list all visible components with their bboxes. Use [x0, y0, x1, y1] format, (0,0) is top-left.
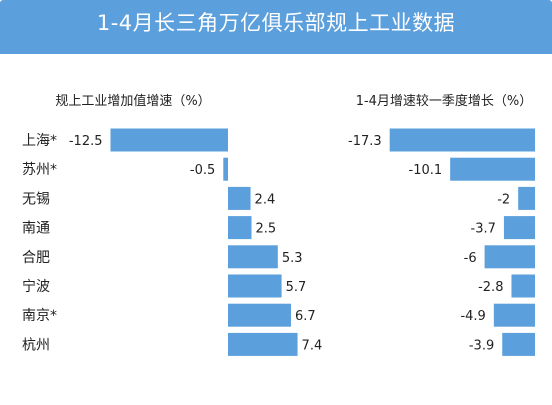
- right-bar: [484, 245, 535, 269]
- right-value-label: -4.9: [460, 309, 485, 324]
- right-value-label: -2.8: [478, 280, 503, 295]
- left-bar: [228, 274, 282, 298]
- bar-charts: 规上工业增加值增速（%） 1-4月增速较一季度增长（%） 上海* 苏州* 无锡南通合…: [22, 93, 535, 356]
- right-bar: [389, 128, 535, 152]
- right-bar: [493, 303, 535, 327]
- header-banner: 1-4月长三角万亿俱乐部规上工业数据: [0, 0, 552, 54]
- right-chart-bars: -17.3 -10.1 -2-3.7 -6-2.8 -4.9 -3.9: [348, 128, 535, 356]
- right-value-label: -6: [464, 251, 477, 266]
- right-bar: [503, 216, 535, 240]
- left-chart-bars: -12.5 -0.5 2.4 2.5 5.3 5.7 6.7 7.4: [69, 128, 323, 356]
- right-value-label: -3.9: [469, 338, 494, 353]
- left-value-label: -0.5: [190, 163, 215, 178]
- category-label: 上海*: [22, 133, 57, 149]
- left-value-label: -12.5: [69, 134, 103, 149]
- category-label: 无锡: [22, 191, 50, 207]
- category-label: 杭州: [22, 337, 50, 353]
- right-value-label: -3.7: [471, 222, 496, 237]
- left-bar: [228, 303, 291, 327]
- left-bar: [228, 332, 298, 356]
- left-bar: [223, 157, 228, 181]
- category-label: 合肥: [22, 250, 50, 266]
- category-label: 苏州*: [22, 162, 57, 178]
- category-label: 宁波: [22, 278, 50, 295]
- left-value-label: 2.4: [255, 192, 276, 207]
- left-bar: [228, 216, 252, 240]
- category-label: 南京*: [22, 308, 57, 324]
- left-value-label: 7.4: [302, 338, 323, 353]
- left-bar: [228, 245, 278, 269]
- left-bar: [110, 128, 228, 152]
- left-value-label: 5.7: [286, 280, 307, 295]
- page-title: 1-4月长三角万亿俱乐部规上工业数据: [96, 11, 456, 35]
- right-value-label: -2: [497, 192, 510, 207]
- left-value-label: 6.7: [295, 309, 316, 324]
- right-value-label: -10.1: [409, 163, 443, 178]
- right-value-label: -17.3: [348, 134, 382, 149]
- left-chart-title: 规上工业增加值增速（%）: [55, 93, 210, 109]
- right-bar: [502, 332, 535, 356]
- left-value-label: 2.5: [256, 222, 277, 237]
- right-bar: [518, 186, 535, 210]
- right-chart-title: 1-4月增速较一季度增长（%）: [356, 93, 533, 109]
- left-value-label: 5.3: [282, 251, 303, 266]
- category-label: 南通: [22, 221, 50, 237]
- chart-panel: 规上工业增加值增速（%） 1-4月增速较一季度增长（%） 上海* 苏州* 无锡南通合…: [2, 54, 550, 403]
- left-bar: [228, 186, 251, 210]
- right-bar: [450, 157, 535, 181]
- right-bar: [511, 274, 535, 298]
